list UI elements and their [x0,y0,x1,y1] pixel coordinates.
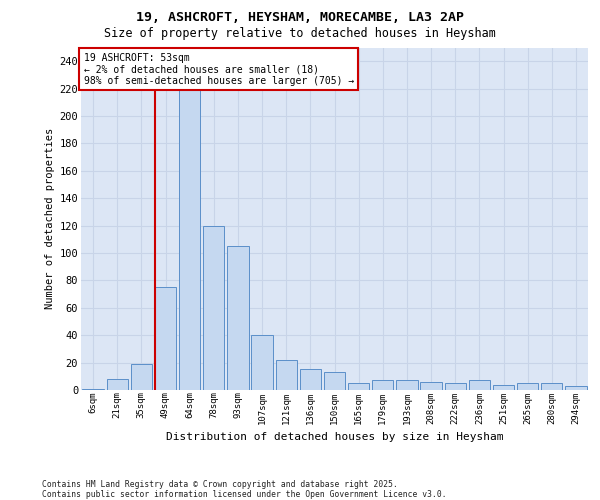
Text: 19, ASHCROFT, HEYSHAM, MORECAMBE, LA3 2AP: 19, ASHCROFT, HEYSHAM, MORECAMBE, LA3 2A… [136,11,464,24]
Bar [324,372,345,390]
Bar [397,380,418,390]
Bar [541,383,562,390]
Bar [179,75,200,390]
Bar [275,360,297,390]
Bar [131,364,152,390]
Bar [300,370,321,390]
Bar [107,379,128,390]
Text: Size of property relative to detached houses in Heysham: Size of property relative to detached ho… [104,28,496,40]
Bar [421,382,442,390]
Bar [372,380,394,390]
Bar [565,386,587,390]
Y-axis label: Number of detached properties: Number of detached properties [46,128,55,310]
Bar [203,226,224,390]
Bar [469,380,490,390]
X-axis label: Distribution of detached houses by size in Heysham: Distribution of detached houses by size … [166,432,503,442]
Text: Contains HM Land Registry data © Crown copyright and database right 2025.
Contai: Contains HM Land Registry data © Crown c… [42,480,446,499]
Bar [517,383,538,390]
Bar [493,384,514,390]
Bar [227,246,248,390]
Bar [348,383,369,390]
Bar [155,287,176,390]
Bar [445,383,466,390]
Text: 19 ASHCROFT: 53sqm
← 2% of detached houses are smaller (18)
98% of semi-detached: 19 ASHCROFT: 53sqm ← 2% of detached hous… [83,52,354,86]
Bar [82,388,104,390]
Bar [251,335,272,390]
